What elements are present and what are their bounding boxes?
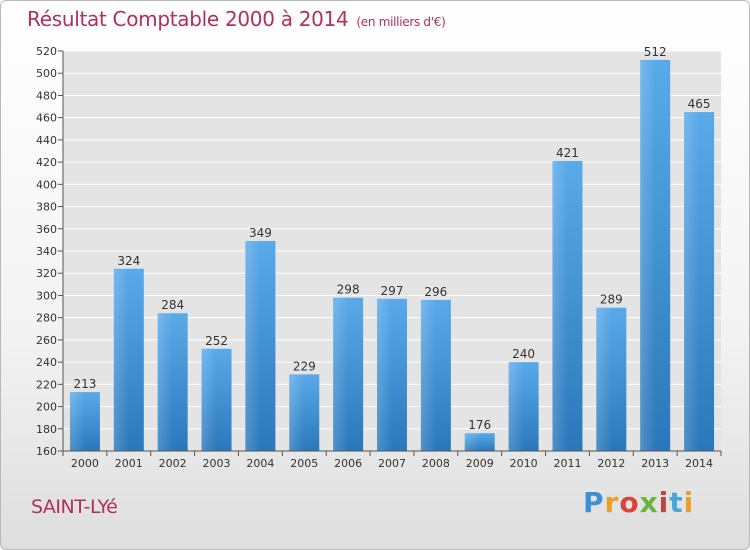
x-tick-label: 2011	[553, 457, 581, 470]
bars	[69, 59, 715, 452]
x-tick-label: 2007	[378, 457, 406, 470]
title-text: Résultat Comptable 2000 à 2014	[27, 7, 349, 31]
x-tick-label: 2010	[510, 457, 538, 470]
bar-highlight	[464, 433, 480, 451]
y-tick-label: 200	[36, 401, 57, 414]
y-tick-label: 520	[36, 45, 57, 58]
bar-highlight	[377, 298, 392, 451]
x-tick-label: 2012	[597, 457, 625, 470]
bar-highlight	[508, 362, 524, 451]
bar-highlight	[640, 59, 656, 452]
bar-highlight	[333, 297, 349, 451]
x-axis: 2000 2001 2002 2003 2004 2005 2006 2007 2008 2009…	[62, 450, 722, 470]
y-tick-label: 380	[36, 201, 57, 214]
proxiti-logo: Proxiti	[583, 486, 695, 519]
bar-value-label: 324	[117, 254, 140, 268]
y-tick-label: 420	[36, 156, 57, 169]
bar-value-label: 252	[205, 334, 228, 348]
bar-highlight	[201, 348, 217, 451]
bar-value-label: 512	[644, 45, 667, 59]
bar-value-label: 296	[424, 285, 447, 299]
chart-title: Résultat Comptable 2000 à 2014 (en millie…	[27, 7, 446, 31]
x-tick-label: 2003	[203, 457, 231, 470]
x-tick-label: 2002	[159, 457, 187, 470]
y-tick-label: 460	[36, 112, 57, 125]
y-tick-label: 320	[36, 267, 57, 280]
bar-highlight	[157, 313, 173, 451]
data-labels: 213 324 284 252 349 229 298 297 296 176 240 421 289 5…	[73, 45, 710, 432]
commune-name: SAINT-LYé	[31, 496, 118, 518]
y-tick-label: 300	[36, 289, 57, 302]
x-tick-label: 2013	[641, 457, 669, 470]
bar-value-label: 213	[73, 377, 96, 391]
y-tick-label: 400	[36, 178, 57, 191]
y-tick-label: 160	[36, 445, 57, 458]
bar-highlight	[596, 307, 612, 451]
bar-value-label: 289	[600, 293, 623, 307]
y-tick-label: 240	[36, 356, 57, 369]
x-tick-label: 2001	[115, 457, 143, 470]
x-tick-label: 2006	[334, 457, 362, 470]
y-tick-label: 440	[36, 134, 57, 147]
bar-value-label: 298	[337, 283, 360, 297]
bar-value-label: 349	[249, 226, 272, 240]
bar-highlight	[420, 299, 436, 451]
bar-value-label: 297	[381, 284, 404, 298]
bar-value-label: 465	[688, 97, 711, 111]
bar-highlight	[245, 241, 261, 451]
bar-highlight	[289, 374, 305, 451]
y-tick-label: 360	[36, 223, 57, 236]
bar-highlight	[684, 112, 700, 451]
x-tick-label: 2008	[422, 457, 450, 470]
y-tick-label: 220	[36, 378, 57, 391]
y-tick-label: 260	[36, 334, 57, 347]
bar-highlight	[113, 268, 129, 451]
x-tick-label: 2004	[246, 457, 274, 470]
bar-value-label: 229	[293, 359, 316, 373]
bar-highlight	[552, 161, 568, 451]
bar-value-label: 240	[512, 347, 535, 361]
y-tick-label: 500	[36, 67, 57, 80]
bar-value-label: 421	[556, 146, 579, 160]
x-tick-label: 2009	[466, 457, 494, 470]
bar-value-label: 176	[468, 418, 491, 432]
chart-subtitle: (en milliers d'€)	[356, 15, 446, 29]
y-axis: 160 180 200 220 240 260 280 300 320 340 360 380 400 4…	[36, 45, 64, 458]
x-tick-label: 2005	[290, 457, 318, 470]
bar-value-label: 284	[161, 298, 184, 312]
y-tick-label: 340	[36, 245, 57, 258]
bar-highlight	[69, 392, 85, 451]
x-tick-label: 2014	[685, 457, 713, 470]
y-tick-label: 480	[36, 89, 57, 102]
y-tick-label: 180	[36, 423, 57, 436]
x-tick-label: 2000	[71, 457, 99, 470]
y-tick-label: 280	[36, 312, 57, 325]
